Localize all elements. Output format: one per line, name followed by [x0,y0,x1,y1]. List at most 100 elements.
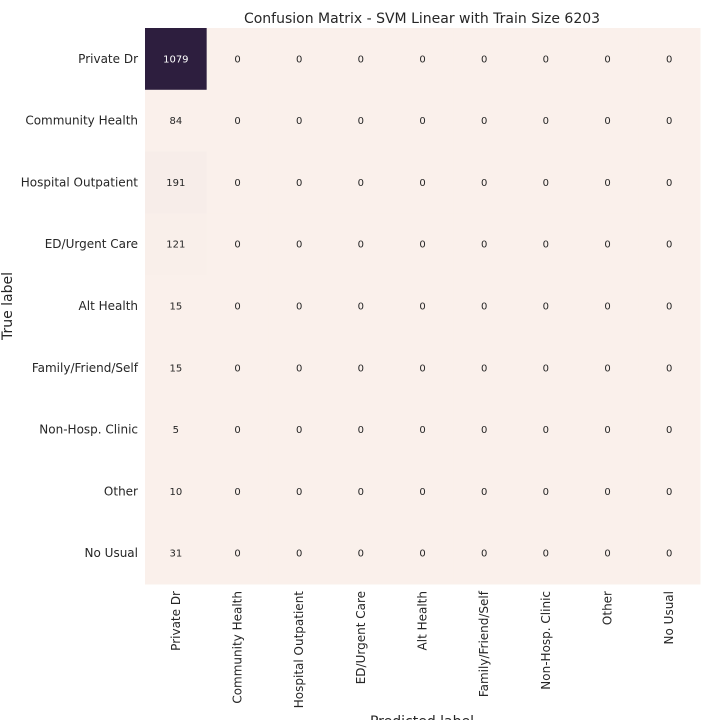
cell [638,213,701,276]
cell-label: 0 [604,178,610,189]
cell [515,460,578,523]
cell-label: 0 [666,363,672,374]
cell [330,28,393,91]
cell-label: 0 [419,425,425,436]
cell [453,151,516,214]
cell-label: 15 [169,302,182,313]
cell [515,151,578,214]
cell [515,89,578,153]
cell [268,28,331,91]
cell [268,213,331,276]
cell [330,89,393,153]
cell-label: 0 [419,116,425,127]
cell-label: 0 [543,54,549,65]
cell [515,275,578,338]
cell [453,213,516,276]
cell-label: 0 [481,487,487,498]
cell [391,275,454,338]
cell [391,522,454,585]
cell [330,213,393,276]
cell-label: 0 [604,487,610,498]
cell-label: 0 [358,487,364,498]
cell [576,460,639,523]
cell [453,89,516,153]
cell [206,460,269,523]
cell-label: 0 [234,487,240,498]
x-tick-label: Non-Hosp. Clinic [539,591,553,690]
x-tick-label: Alt Health [416,591,430,650]
cell [145,522,208,585]
cell-label: 0 [604,116,610,127]
cell-label: 0 [296,487,302,498]
cell [391,398,454,461]
cell-label: 121 [166,240,185,251]
cell-label: 0 [296,178,302,189]
cell [391,460,454,523]
cell-label: 0 [481,178,487,189]
y-tick-label: No Usual [85,546,138,560]
cell [515,28,578,91]
cell [391,336,454,400]
y-tick-label: Hospital Outpatient [21,175,139,189]
cell [268,151,331,214]
cell [268,336,331,400]
y-axis-label: True label [0,272,16,341]
cell-label: 0 [666,116,672,127]
cell-label: 0 [234,178,240,189]
cell-label: 0 [358,302,364,313]
cell-label: 0 [666,549,672,560]
cell-label: 0 [666,240,672,251]
cell-label: 0 [543,116,549,127]
y-tick-label: Alt Health [79,299,138,313]
cell-label: 0 [604,54,610,65]
cell [453,275,516,338]
cell [638,28,701,91]
cell [576,275,639,338]
cell [145,460,208,523]
y-tick-label: Community Health [25,114,138,128]
cell [145,336,208,400]
x-tick-label: No Usual [662,591,676,644]
cell-label: 0 [234,302,240,313]
cell [638,336,701,400]
cell-label: 0 [296,425,302,436]
x-tick-label: Community Health [231,591,245,704]
cell-label: 0 [604,302,610,313]
cell [145,89,208,153]
x-tick-label: Family/Friend/Self [477,590,491,697]
cell-label: 0 [234,363,240,374]
cell-label: 0 [481,302,487,313]
cell [145,28,208,91]
cell [515,522,578,585]
cell [638,151,701,214]
cell-label: 0 [543,487,549,498]
cell [330,398,393,461]
cell [206,336,269,400]
cell-label: 0 [419,178,425,189]
y-tick-label: Other [104,484,138,498]
x-tick-label: Other [601,591,615,625]
cell [145,398,208,461]
cell [453,522,516,585]
cell-label: 1079 [163,54,188,65]
cell-label: 0 [543,549,549,560]
cell-label: 0 [419,240,425,251]
y-tick-label: ED/Urgent Care [45,237,138,251]
cell-label: 0 [419,487,425,498]
cell [206,275,269,338]
cell [576,213,639,276]
cell-label: 0 [234,54,240,65]
cell [576,151,639,214]
cell-label: 0 [543,363,549,374]
cell [206,28,269,91]
cell-label: 0 [358,116,364,127]
cell-label: 0 [543,302,549,313]
cell [391,151,454,214]
cell [576,336,639,400]
cell [638,522,701,585]
cell [638,275,701,338]
cell [206,151,269,214]
cell-label: 0 [481,549,487,560]
cell [268,460,331,523]
